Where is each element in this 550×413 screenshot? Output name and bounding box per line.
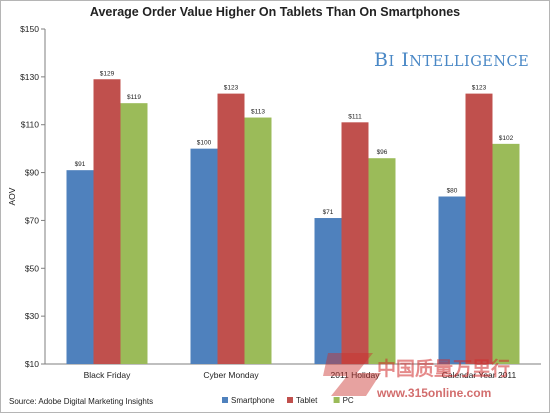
watermark-logo-mark [323,353,381,396]
x-tick-label: Cyber Monday [203,370,259,380]
bar-pc [244,117,272,365]
legend-swatch [222,397,228,403]
legend: Smartphone Tablet PC [222,396,354,405]
data-label: $71 [323,209,334,216]
y-tick-label: $70 [25,215,39,225]
legend-label: Smartphone [231,396,275,405]
data-label: $111 [348,113,362,120]
data-label: $129 [100,70,115,77]
legend-label: PC [343,396,354,405]
bar-tablet [465,93,493,364]
y-tick-label: $110 [21,120,40,130]
y-axis-label: AOV [7,187,17,205]
bar-smartphone [314,218,342,364]
brand-logo: BI INTELLIGENCE [374,49,529,71]
watermark-url-text: www.315online.com [376,386,491,400]
x-tick-label: 2011 Holiday [331,370,381,380]
bars: $91 $129 $119 $100 $123 $113 $71 $111 $96 $80 $123… [66,70,520,365]
legend-swatch [333,397,340,403]
data-label: $123 [224,85,239,92]
data-label: $123 [472,85,487,92]
bar-smartphone [66,170,94,364]
bar-tablet [93,79,121,364]
data-label: $119 [127,94,141,101]
bar-pc [120,103,148,364]
data-label: $100 [197,140,212,147]
x-tick-label: Black Friday [84,370,132,380]
bar-smartphone [438,196,466,364]
brand-logo-text: BI INTELLIGENCE [374,49,529,71]
source-note: Source: Adobe Digital Marketing Insights [9,397,153,406]
y-tick-label: $50 [25,263,39,273]
legend-label: Tablet [296,396,318,405]
data-label: $96 [377,149,388,156]
watermark: 中国质量万里行 www.315online.com [323,353,510,400]
bar-tablet [341,122,369,364]
bar-smartphone [190,148,218,364]
bar-pc [368,158,396,364]
bar-tablet [217,93,245,364]
y-tick-label: $90 [25,168,39,178]
bar-pc [492,143,520,364]
y-tick-label: $150 [20,24,39,34]
y-tick-label: $10 [25,359,39,369]
y-tick-label: $130 [20,72,39,82]
data-label: $102 [499,135,514,142]
data-label: $80 [447,188,458,195]
legend-swatch [287,397,293,403]
data-label: $113 [251,109,265,116]
chart-title: Average Order Value Higher On Tablets Th… [90,5,460,19]
watermark-chinese-text: 中国质量万里行 [377,357,510,380]
y-tick-label: $30 [25,311,39,321]
data-label: $91 [75,161,86,168]
x-tick-label: Calendar Year 2011 [442,370,517,380]
